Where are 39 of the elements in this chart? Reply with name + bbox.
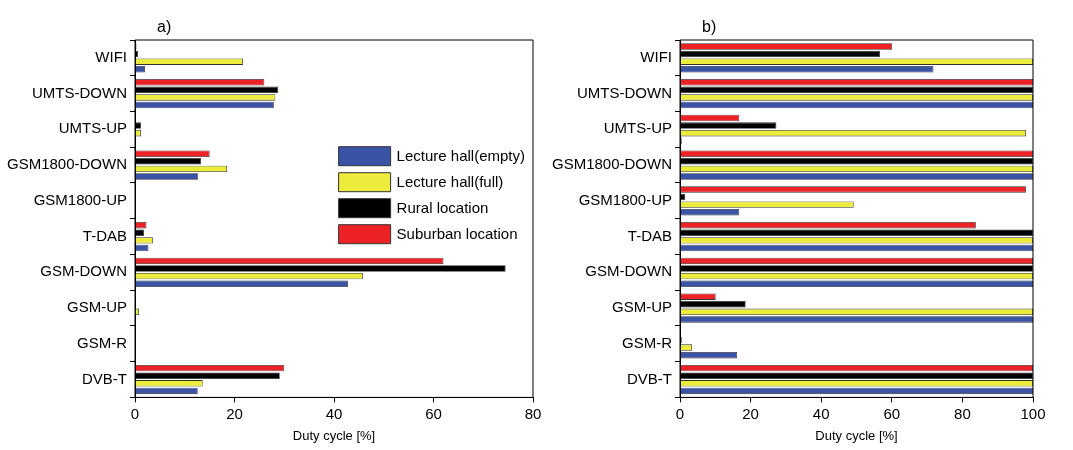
y-tick-label: T-DAB	[82, 226, 128, 244]
y-tick-label: GSM-UP	[67, 298, 128, 316]
x-tick-label: 80	[524, 404, 542, 422]
x-tick-label: 60	[425, 404, 442, 422]
chart-title: a)	[157, 18, 172, 36]
x-tick-label: 80	[954, 404, 971, 422]
x-tick-label: 0	[130, 404, 140, 422]
x-tick-label: 0	[675, 404, 685, 422]
y-tick-label: GSM1800-UP	[33, 190, 128, 208]
y-tick-label: UMTS-DOWN	[577, 83, 673, 101]
y-tick-label: DVB-T	[82, 369, 128, 387]
y-tick-label: GSM1800-DOWN	[551, 155, 673, 173]
y-tick-label: UMTS-DOWN	[32, 83, 128, 101]
y-tick-label: T-DAB	[627, 226, 673, 244]
legend-label: Suburban location	[396, 225, 518, 243]
y-tick-label: GSM1800-UP	[578, 190, 673, 208]
y-tick-label: DVB-T	[627, 369, 673, 387]
y-tick-label: GSM1800-DOWN	[6, 155, 128, 173]
x-axis-title: Duty cycle [%]	[815, 427, 898, 443]
legend-label: Rural location	[396, 199, 489, 217]
y-tick-label: GSM-DOWN	[585, 262, 673, 280]
y-tick-label: GSM-R	[77, 333, 128, 351]
y-tick-label: GSM-UP	[612, 298, 673, 316]
x-tick-label: 60	[883, 404, 901, 422]
x-tick-label: 20	[226, 404, 243, 422]
x-axis-title: Duty cycle [%]	[292, 427, 376, 443]
y-tick-label: WIFI	[95, 48, 128, 66]
y-tick-label: UMTS-UP	[603, 119, 673, 137]
y-tick-label: GSM-R	[622, 333, 673, 351]
legend-label: Lecture hall(empty)	[396, 147, 525, 165]
x-tick-label: 100	[1020, 404, 1046, 422]
chart-title: b)	[702, 18, 717, 36]
x-tick-label: 40	[812, 404, 830, 422]
y-tick-label: UMTS-UP	[58, 119, 128, 137]
y-tick-label: GSM-DOWN	[40, 262, 128, 280]
legend-label: Lecture hall(full)	[396, 173, 504, 191]
x-tick-label: 20	[742, 404, 759, 422]
y-tick-label: WIFI	[640, 48, 673, 66]
x-tick-label: 40	[325, 404, 343, 422]
